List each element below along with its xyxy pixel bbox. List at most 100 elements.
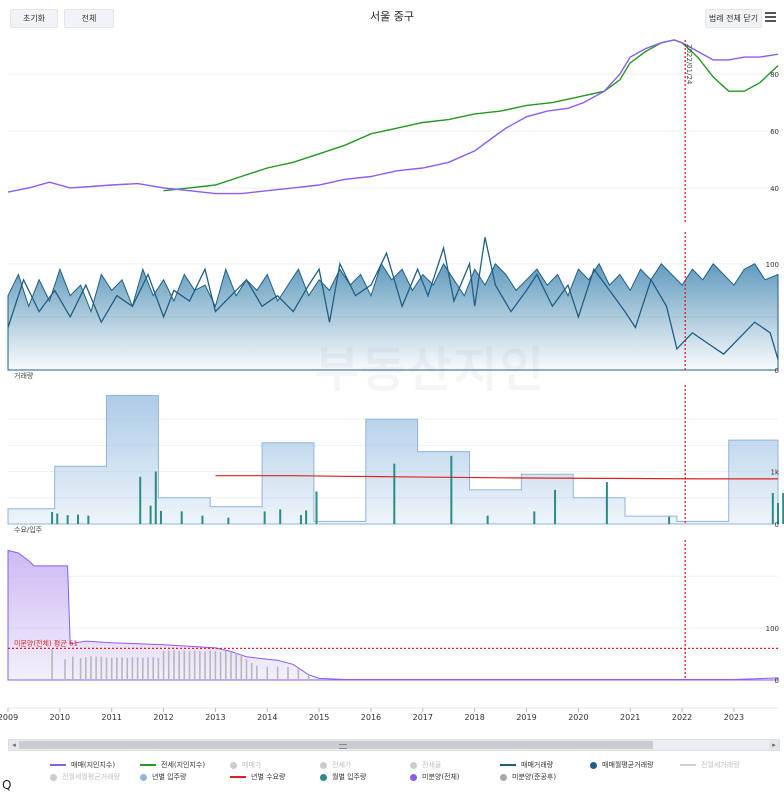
legend-item[interactable]: 년별 입주량: [140, 772, 186, 782]
yearly-demand-line: [215, 475, 778, 480]
unsold-completed-bar: [126, 657, 129, 680]
x-tick-label: 2015: [309, 713, 329, 722]
legend-item[interactable]: 전월세거래량: [680, 760, 740, 770]
gridlines: [8, 73, 778, 681]
legend-item[interactable]: 매매거래량: [500, 760, 553, 770]
unsold-completed-bar: [64, 659, 66, 680]
monthly-supply-bar: [77, 514, 79, 524]
legend-line-icon: [140, 764, 156, 766]
legend-item[interactable]: 전세가: [320, 760, 351, 770]
legend-dot-icon: [50, 773, 57, 781]
unsold-completed-bar: [79, 658, 82, 680]
unsold-completed-bar: [240, 654, 243, 680]
monthly-supply-bar: [263, 511, 266, 524]
monthly-supply-bar: [777, 503, 779, 524]
x-tick-label: 2019: [516, 713, 536, 722]
scroll-left-arrow[interactable]: ◂: [9, 740, 19, 750]
unsold-completed-bar: [183, 650, 186, 680]
monthly-supply-bar: [315, 491, 318, 524]
unsold-completed-bar: [235, 653, 237, 680]
legend-item[interactable]: 전월세월평균거래량: [50, 772, 120, 782]
monthly-avg-trade-area: [7, 262, 779, 371]
x-tick-label: 2023: [724, 713, 744, 722]
legend-item[interactable]: 년별 수요량: [230, 772, 285, 782]
volume-panel: 0 100: [7, 237, 779, 375]
monthly-supply-bar: [66, 515, 69, 524]
monthly-supply-bar: [201, 515, 204, 524]
unsold-completed-bar: [250, 662, 253, 680]
scroll-right-arrow[interactable]: ▸: [769, 740, 779, 750]
chart-title: 서울 중구: [370, 10, 414, 23]
unsold-completed-bar: [297, 668, 300, 680]
legend-item[interactable]: 미분양(준공후): [500, 772, 556, 782]
monthly-supply-bar: [139, 476, 142, 524]
monthly-supply-bar: [51, 511, 54, 524]
unsold-completed-bar: [188, 650, 191, 680]
unsold-completed-bar: [193, 650, 196, 680]
legend-item[interactable]: 매매월평균거래량: [590, 760, 654, 770]
legend-dot-icon: [320, 773, 327, 781]
trade-y-tick: 0: [775, 521, 779, 529]
all-period-button[interactable]: 전체: [64, 9, 114, 28]
chart-svg[interactable]: 40 60 80 0 100 0 1k 0 100 2009 2010 2011 2012 201…: [0, 0, 784, 740]
legend-label: 매매거래량: [521, 761, 554, 769]
unsold-completed-bar: [245, 659, 248, 680]
legend-label: 전월세거래량: [701, 761, 740, 769]
trade-panel-label: 거래량: [14, 371, 34, 380]
timeline-scrollbar[interactable]: ◂ ▸: [8, 739, 780, 751]
monthly-supply-bar: [87, 515, 90, 524]
supply-y-tick: 100: [766, 625, 779, 633]
unsold-completed-bar: [318, 678, 320, 680]
monthly-supply-bar: [180, 511, 183, 524]
monthly-supply-bar: [486, 515, 489, 524]
x-tick-label: 2017: [413, 713, 433, 722]
legend-dot-icon: [500, 773, 507, 781]
x-tick-label: 2012: [153, 713, 173, 722]
legend-label: 매매(지인지수): [71, 761, 116, 769]
legend-item[interactable]: 전세율: [410, 760, 441, 770]
x-tick-label: 2013: [205, 713, 225, 722]
index-y-tick: 80: [770, 71, 779, 79]
unsold-completed-bar: [51, 648, 53, 680]
unsold-completed-bar: [199, 650, 201, 680]
monthly-supply-bar: [782, 493, 784, 524]
sale-index-line: [7, 39, 779, 195]
legend-item[interactable]: 전세(지인지수): [140, 760, 205, 770]
unsold-completed-bar: [100, 656, 103, 680]
legend-item[interactable]: 매매가: [230, 760, 261, 770]
unsold-completed-bar: [84, 657, 87, 680]
unsold-completed-bar: [167, 650, 170, 680]
unsold-completed-bar: [209, 650, 212, 680]
unsold-completed-bar: [276, 666, 279, 680]
unsold-completed-bar: [219, 652, 222, 680]
scroll-grip-icon: [339, 744, 347, 749]
legend-dot-icon: [590, 761, 597, 769]
monthly-supply-bar: [771, 493, 774, 524]
supply-panel: 0 100: [7, 549, 779, 685]
legend-label: 년별 입주량: [152, 773, 187, 781]
legend-line-icon: [230, 776, 246, 778]
monthly-supply-bar: [668, 516, 671, 524]
unsold-completed-bar: [90, 656, 92, 680]
monthly-supply-bar: [159, 510, 162, 524]
legend-item[interactable]: 월별 입주량: [320, 772, 366, 782]
legend-label: 전세(지인지수): [161, 761, 206, 769]
unsold-completed-bar: [72, 656, 74, 680]
legend-dot-icon: [230, 761, 237, 769]
x-axis: 2009 2010 2011 2012 2013 2014 2015 2016 2017 2018…: [0, 707, 778, 722]
legend-item[interactable]: 미분양(전체): [410, 772, 460, 782]
reset-button[interactable]: 초기화: [10, 9, 58, 28]
monthly-supply-bar: [56, 513, 59, 524]
monthly-supply-bar: [305, 510, 308, 524]
legend-toggle-button[interactable]: 범례 전체 닫기: [705, 9, 762, 28]
unsold-completed-bar: [157, 657, 160, 680]
unsold-completed-bar: [224, 650, 227, 680]
legend-item[interactable]: 매매(지인지수): [50, 760, 115, 770]
menu-icon[interactable]: [764, 10, 778, 24]
unsold-completed-bar: [287, 667, 289, 680]
legend-label: 월별 입주량: [332, 773, 367, 781]
date-marker-label: 2022/01/24: [685, 44, 693, 85]
scroll-thumb[interactable]: [19, 741, 653, 749]
legend-line-icon: [50, 764, 66, 766]
monthly-supply-bar: [227, 517, 230, 524]
